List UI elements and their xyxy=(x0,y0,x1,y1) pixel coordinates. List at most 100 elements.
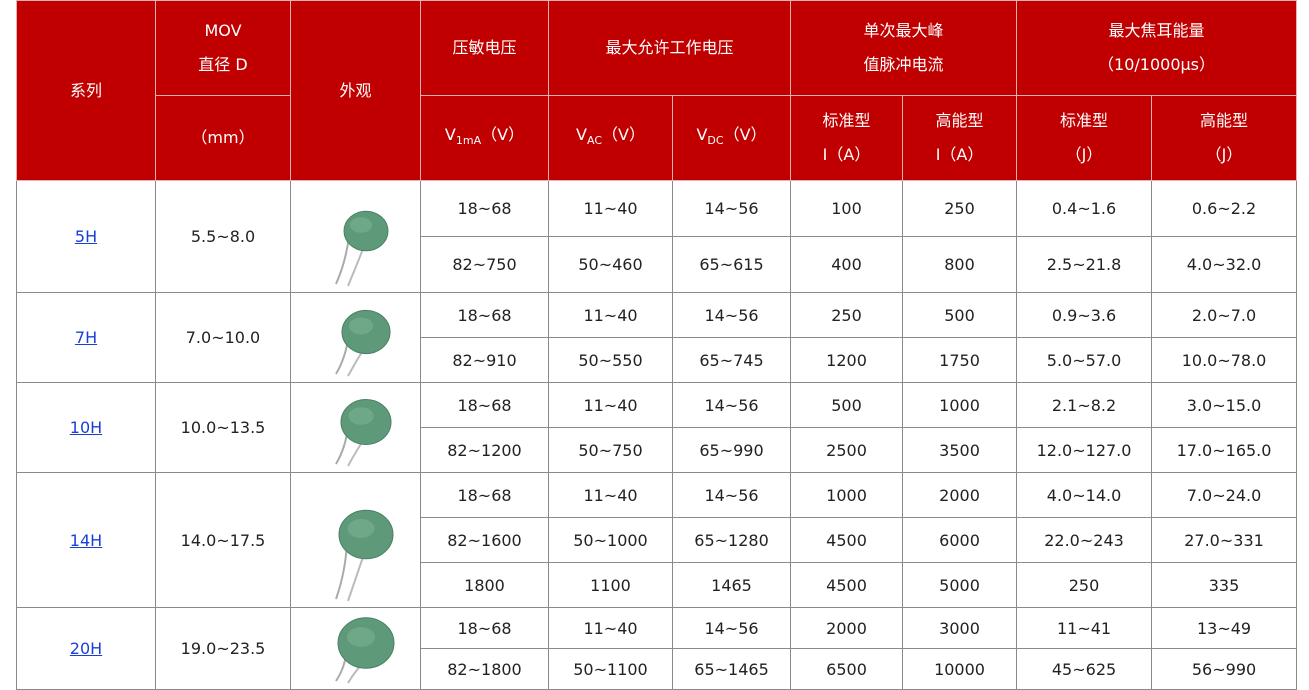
value-cell: 400 xyxy=(790,236,904,293)
header-text: 外观 xyxy=(339,80,372,100)
header-text: 直径 D xyxy=(198,55,248,74)
header-cell: MOV 直径 D xyxy=(155,0,291,96)
value-cell: 1000 xyxy=(790,472,904,518)
cell-text: 50~550 xyxy=(578,350,643,370)
cell-text: 2.1~8.2 xyxy=(1051,395,1117,415)
header-text: I（A） xyxy=(822,145,871,164)
value-cell: 1800 xyxy=(420,562,549,608)
cell-text: 82~1800 xyxy=(447,659,522,679)
cell-text: 14~56 xyxy=(704,199,759,218)
cell-text: 14~56 xyxy=(704,485,759,505)
cell-text: 27.0~331 xyxy=(1184,530,1264,550)
cell-text: 3500 xyxy=(939,440,980,460)
header-text: （10/1000μs） xyxy=(1098,55,1216,74)
cell-text: 6500 xyxy=(826,659,867,679)
cell-text: 18~68 xyxy=(457,618,512,638)
lead xyxy=(346,551,366,601)
value-cell: 500 xyxy=(790,382,904,428)
cell-text: 12.0~127.0 xyxy=(1036,440,1132,460)
value-cell: 65~745 xyxy=(671,337,792,383)
header-text: 高能型 xyxy=(1200,111,1249,130)
cell-text: 3.0~15.0 xyxy=(1186,395,1262,415)
cell-text: 18~68 xyxy=(457,485,512,505)
series-link[interactable]: 5H xyxy=(74,227,98,246)
cell-text: 50~750 xyxy=(578,440,643,460)
cell-text: 500 xyxy=(944,305,975,325)
data-row: 82~1800 50~1100 65~1465 6500 10000 45~625 56~9… xyxy=(17,648,1298,690)
value-cell: 65~1465 xyxy=(671,648,792,690)
cell-text: 11~40 xyxy=(583,305,638,325)
cell-text: 100 xyxy=(831,199,862,218)
cell-text: 82~1200 xyxy=(447,440,522,460)
value-cell: 50~1000 xyxy=(548,517,673,563)
value-cell: 1200 xyxy=(790,337,904,383)
value-cell: 82~910 xyxy=(420,337,549,383)
cell-text: 50~1100 xyxy=(573,659,648,679)
value-cell: 10000 xyxy=(902,648,1018,690)
diameter-cell: 19.0~23.5 xyxy=(155,607,291,690)
value-cell: 11~40 xyxy=(548,292,673,338)
value-cell: 1100 xyxy=(548,562,673,608)
header-cell: 高能型 （J） xyxy=(1151,95,1298,181)
series-link[interactable]: 10H xyxy=(69,418,103,437)
data-row: 5H 5.5~8.0 18~68 11~40 14~56 100 250 0.4~1.6 0.6… xyxy=(16,180,1298,293)
symbol: V xyxy=(444,125,456,144)
cell-text: 1465 xyxy=(711,575,752,595)
cell-text: 11~41 xyxy=(1056,618,1112,638)
cell-text: 19.0~23.5 xyxy=(180,639,266,658)
value-cell: 11~40 xyxy=(548,180,673,237)
value-cell: 4500 xyxy=(790,517,904,563)
value-cell: 18~68 xyxy=(420,382,549,428)
cell-text: 7.0~10.0 xyxy=(185,328,261,347)
series-link[interactable]: 20H xyxy=(69,639,103,658)
lead xyxy=(334,234,350,284)
cell-text: 10000 xyxy=(934,659,985,679)
highlight xyxy=(347,518,374,538)
cell-text: 1100 xyxy=(590,575,631,595)
header-cell: VAC（V） xyxy=(548,95,673,181)
value-cell: 50~550 xyxy=(548,337,673,383)
value-cell: 2.5~21.8 xyxy=(1016,236,1153,293)
value-cell: 0.4~1.6 xyxy=(1016,180,1153,237)
cell-text: 65~615 xyxy=(699,255,764,274)
header-text: 压敏电压 xyxy=(452,38,517,57)
varistor-image xyxy=(334,309,390,376)
header-text: （mm） xyxy=(191,128,255,147)
series-cell: 14H xyxy=(16,472,156,608)
cell-text: 1000 xyxy=(826,485,867,505)
value-cell: 335 xyxy=(1151,562,1298,608)
data-row: 82~750 50~460 65~615 400 800 2.5~21.8 4.0~32.0 xyxy=(17,236,1298,293)
unit: （V） xyxy=(481,125,525,144)
cell-text: 10.0~78.0 xyxy=(1181,350,1267,370)
data-row: 82~1200 50~750 65~990 2500 3500 12.0~127.0 17.… xyxy=(17,427,1298,473)
cell-text: 0.6~2.2 xyxy=(1191,199,1257,218)
value-cell: 50~1100 xyxy=(548,648,673,690)
highlight xyxy=(348,406,373,425)
image-cell xyxy=(290,382,421,473)
value-cell: 3000 xyxy=(902,607,1018,649)
value-cell: 800 xyxy=(902,236,1018,293)
value-cell: 1750 xyxy=(902,337,1018,383)
header-cell: V1mA（V） xyxy=(420,95,549,181)
varistor-image xyxy=(334,210,388,286)
header-cell: VDC（V） xyxy=(671,95,792,181)
series-link[interactable]: 7H xyxy=(74,328,98,347)
cell-text: 250 xyxy=(944,199,975,218)
unit: （V） xyxy=(723,125,767,144)
value-cell: 6000 xyxy=(902,517,1018,563)
value-cell: 250 xyxy=(902,180,1018,237)
diameter-cell: 7.0~10.0 xyxy=(155,292,291,383)
cell-text: 6000 xyxy=(939,530,980,550)
value-cell: 65~1280 xyxy=(671,517,792,563)
symbol: V xyxy=(696,125,708,144)
value-cell: 10.0~78.0 xyxy=(1151,337,1298,383)
series-link[interactable]: 14H xyxy=(69,530,103,550)
cell-text: 250 xyxy=(1068,575,1100,595)
value-cell: 2.0~7.0 xyxy=(1151,292,1298,338)
cell-text: 14~56 xyxy=(704,618,759,638)
data-row: 82~910 50~550 65~745 1200 1750 5.0~57.0 10.0~7… xyxy=(17,337,1298,383)
value-cell: 50~460 xyxy=(548,236,673,293)
value-cell: 12.0~127.0 xyxy=(1016,427,1153,473)
cell-text: 400 xyxy=(831,255,862,274)
header-cell: 压敏电压 xyxy=(420,0,549,96)
